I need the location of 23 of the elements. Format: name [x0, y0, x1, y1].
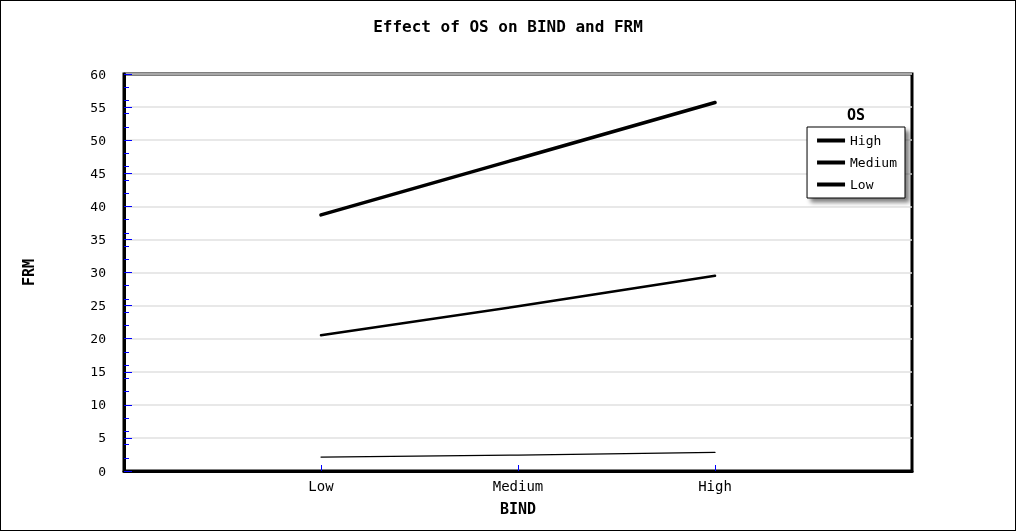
legend-label: Medium	[850, 155, 898, 170]
y-tick-label: 60	[90, 66, 106, 82]
y-tick-label: 10	[90, 397, 106, 413]
y-tick-label: 50	[90, 132, 106, 148]
y-tick-label: 25	[90, 298, 106, 314]
y-tick-label: 5	[98, 430, 106, 446]
legend-label: Low	[850, 177, 874, 192]
y-tick-label: 45	[90, 165, 106, 181]
y-axis-title: FRM	[19, 258, 38, 287]
y-tick-label: 0	[98, 463, 106, 479]
y-tick-label: 55	[90, 99, 106, 115]
legend-title: OS	[846, 105, 865, 124]
x-tick-label: Medium	[492, 478, 544, 494]
y-tick-label: 40	[90, 198, 106, 214]
x-tick-label: Low	[308, 478, 335, 494]
y-tick-label: 30	[90, 265, 106, 280]
y-tick-label: 20	[90, 331, 106, 347]
x-axis-title: BIND	[499, 499, 537, 518]
y-tick-label: 15	[90, 364, 106, 380]
x-tick-label: High	[698, 478, 732, 494]
chart-title: Effect of OS on BIND and FRM	[373, 16, 643, 36]
y-tick-label: 35	[90, 231, 106, 247]
legend-label: High	[850, 133, 882, 148]
